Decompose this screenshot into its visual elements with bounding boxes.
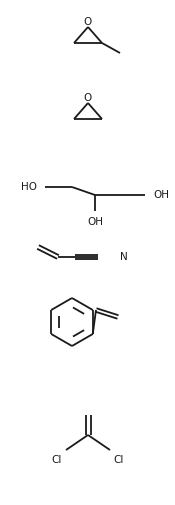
Text: Cl: Cl <box>114 455 124 465</box>
Text: HO: HO <box>21 182 37 192</box>
Text: OH: OH <box>87 217 103 227</box>
Text: Cl: Cl <box>52 455 62 465</box>
Text: OH: OH <box>153 190 169 200</box>
Text: O: O <box>84 93 92 103</box>
Text: O: O <box>84 17 92 27</box>
Text: N: N <box>120 252 128 262</box>
